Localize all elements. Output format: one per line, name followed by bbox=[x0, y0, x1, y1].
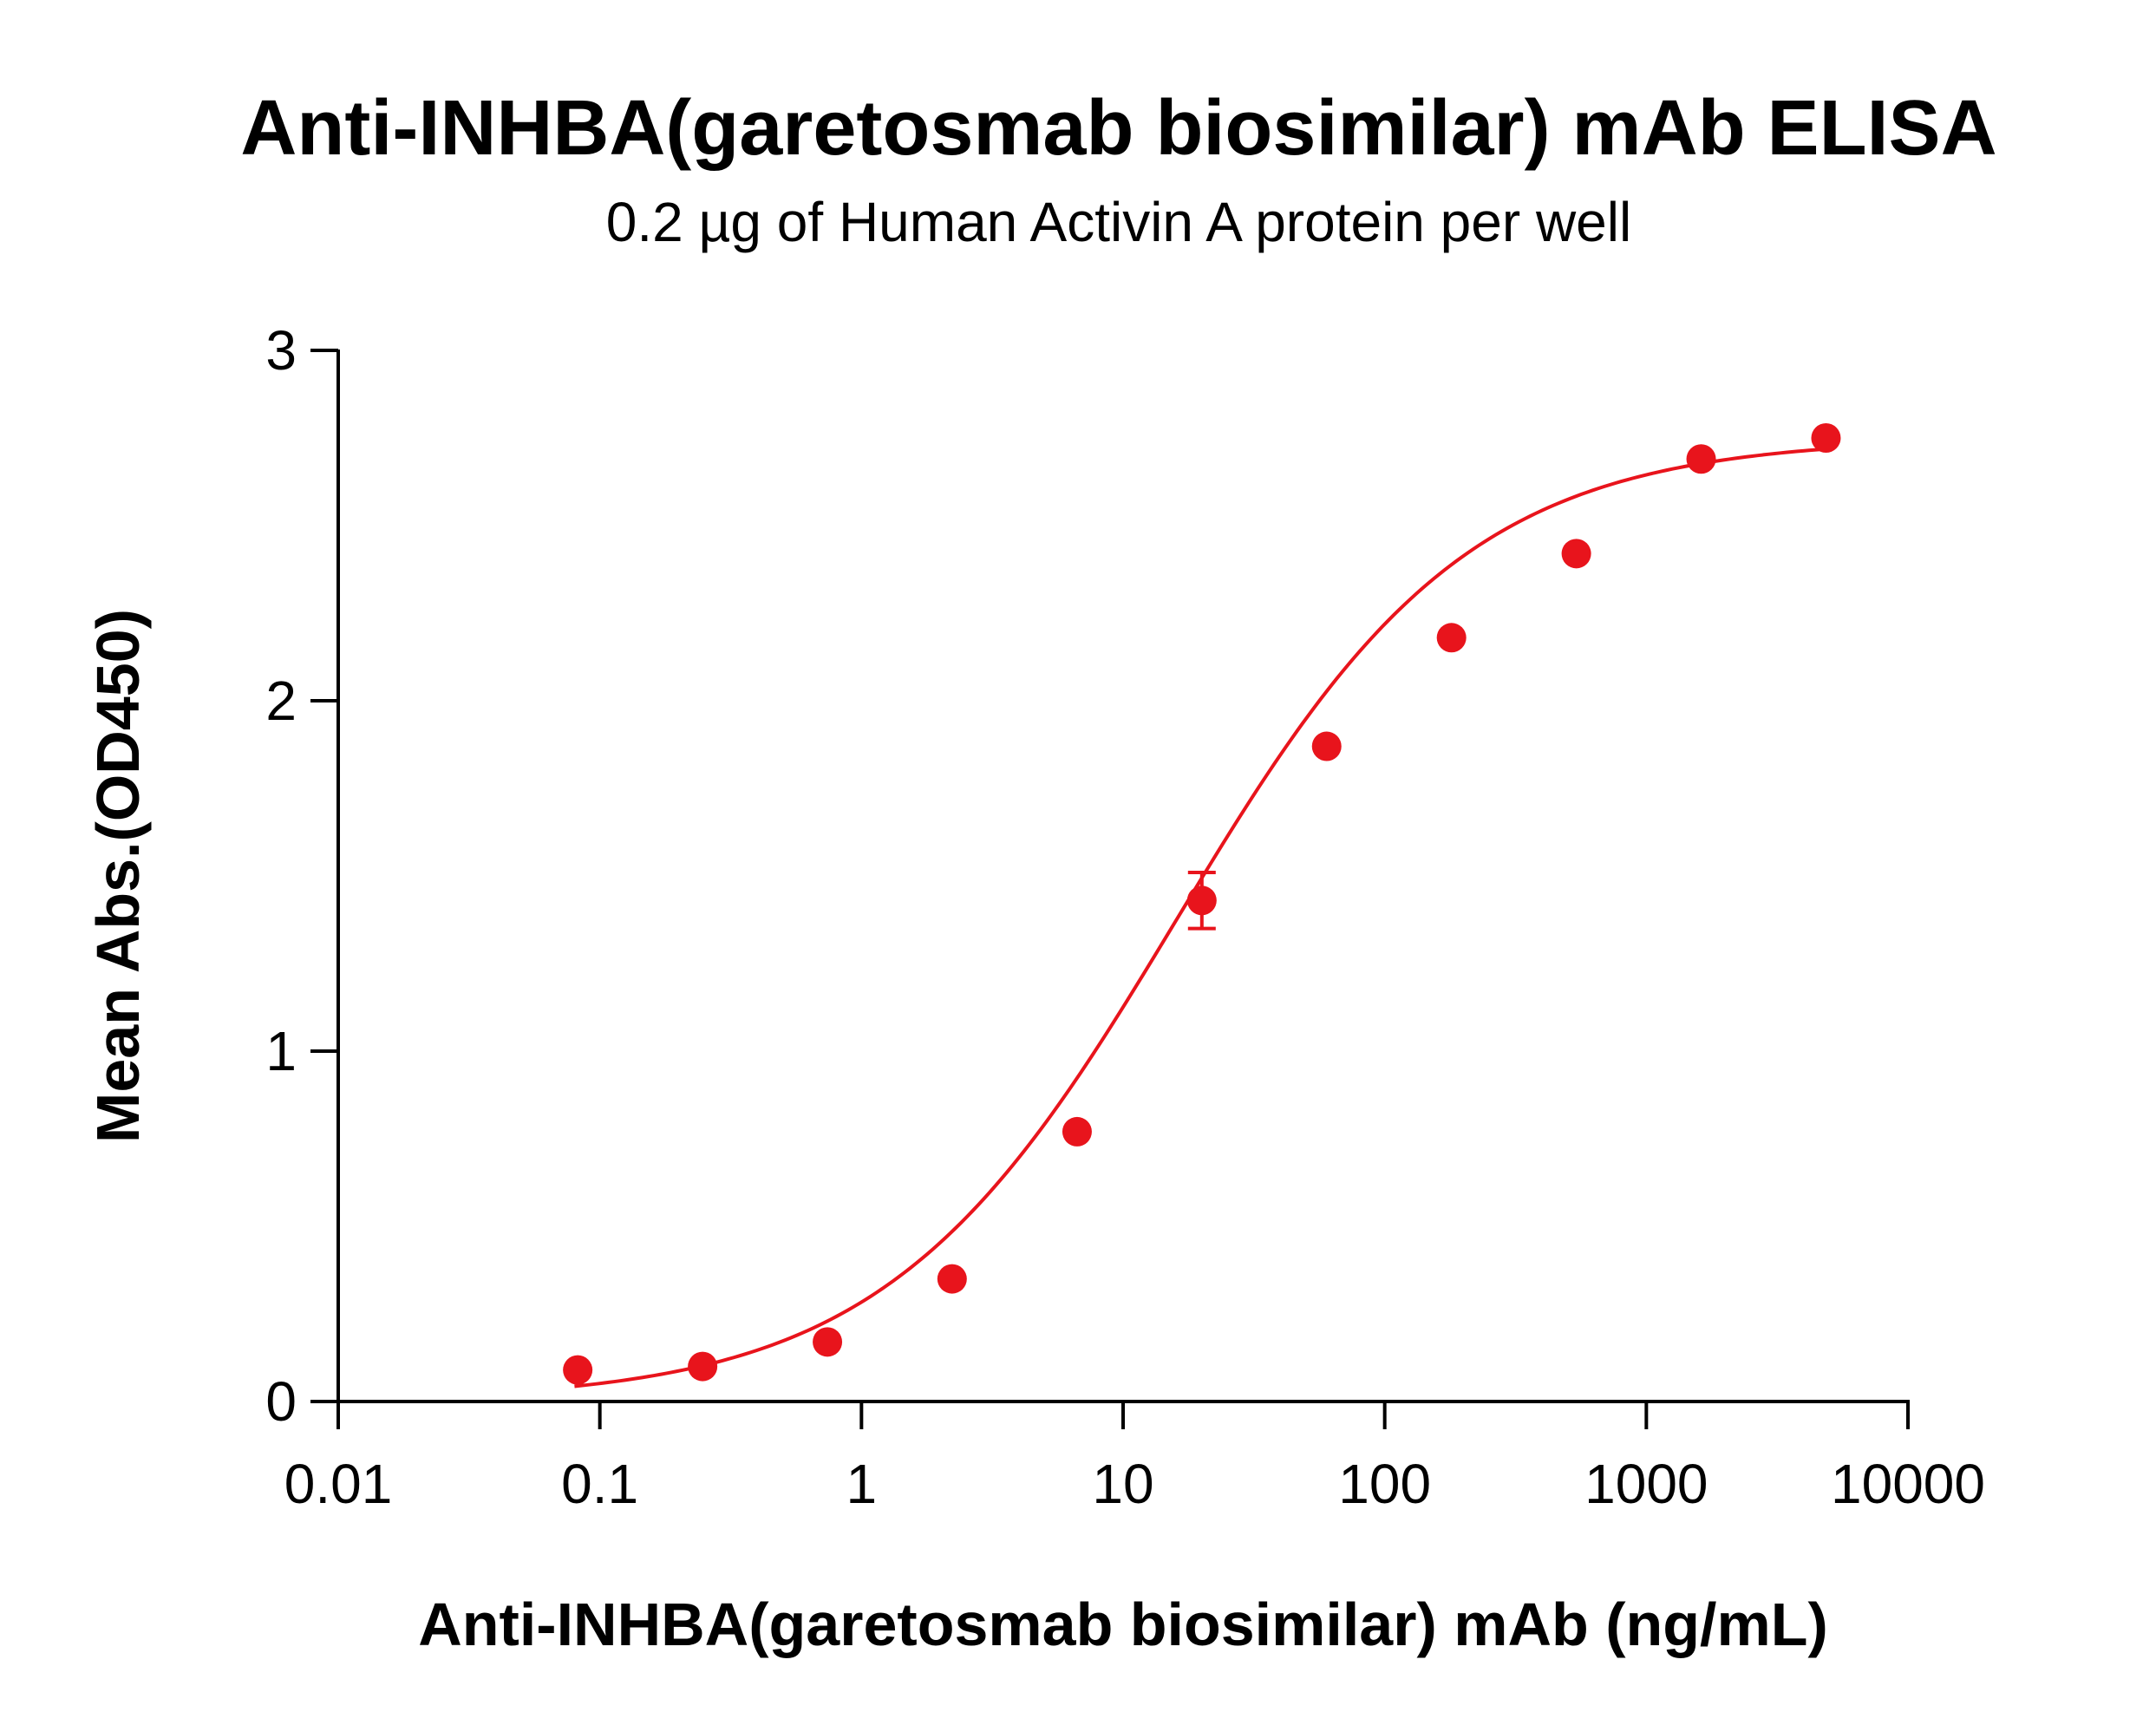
x-tick-label-10: 10 bbox=[1092, 1453, 1153, 1515]
x-ticks: 0.01 0.1 1 10 100 1000 10000 bbox=[284, 1402, 1985, 1515]
data-point bbox=[1311, 731, 1342, 761]
data-point bbox=[937, 1264, 967, 1294]
y-tick-label-1: 1 bbox=[265, 1020, 297, 1082]
data-point bbox=[1561, 539, 1591, 569]
y-tick-label-3: 3 bbox=[265, 319, 297, 382]
x-tick-label-10000: 10000 bbox=[1831, 1453, 1985, 1515]
y-tick-label-2: 2 bbox=[265, 670, 297, 732]
x-tick-label-0.1: 0.1 bbox=[561, 1453, 638, 1515]
data-point bbox=[1062, 1116, 1092, 1147]
y-axis-title: Mean Abs.(OD450) bbox=[84, 609, 152, 1143]
data-point bbox=[688, 1351, 718, 1382]
x-tick-label-1000: 1000 bbox=[1584, 1453, 1708, 1515]
y-ticks: 0 1 2 3 bbox=[265, 319, 338, 1433]
x-axis-title: Anti-INHBA(garetosmab biosimilar) mAb (n… bbox=[418, 1591, 1828, 1658]
chart-title: Anti-INHBA(garetosmab biosimilar) mAb EL… bbox=[240, 85, 1996, 172]
data-point bbox=[1811, 423, 1841, 453]
data-points bbox=[563, 423, 1841, 1385]
data-point bbox=[1436, 623, 1467, 653]
data-point bbox=[1186, 885, 1217, 916]
data-point bbox=[563, 1355, 593, 1385]
data-point bbox=[1686, 444, 1716, 474]
x-tick-label-1: 1 bbox=[846, 1453, 878, 1515]
x-tick-label-0.01: 0.01 bbox=[284, 1453, 393, 1515]
chart-subtitle: 0.2 µg of Human Activin A protein per we… bbox=[606, 191, 1631, 253]
x-tick-label-100: 100 bbox=[1338, 1453, 1431, 1515]
y-tick-label-0: 0 bbox=[265, 1370, 297, 1433]
axes bbox=[336, 350, 1910, 1403]
data-point bbox=[813, 1327, 843, 1357]
